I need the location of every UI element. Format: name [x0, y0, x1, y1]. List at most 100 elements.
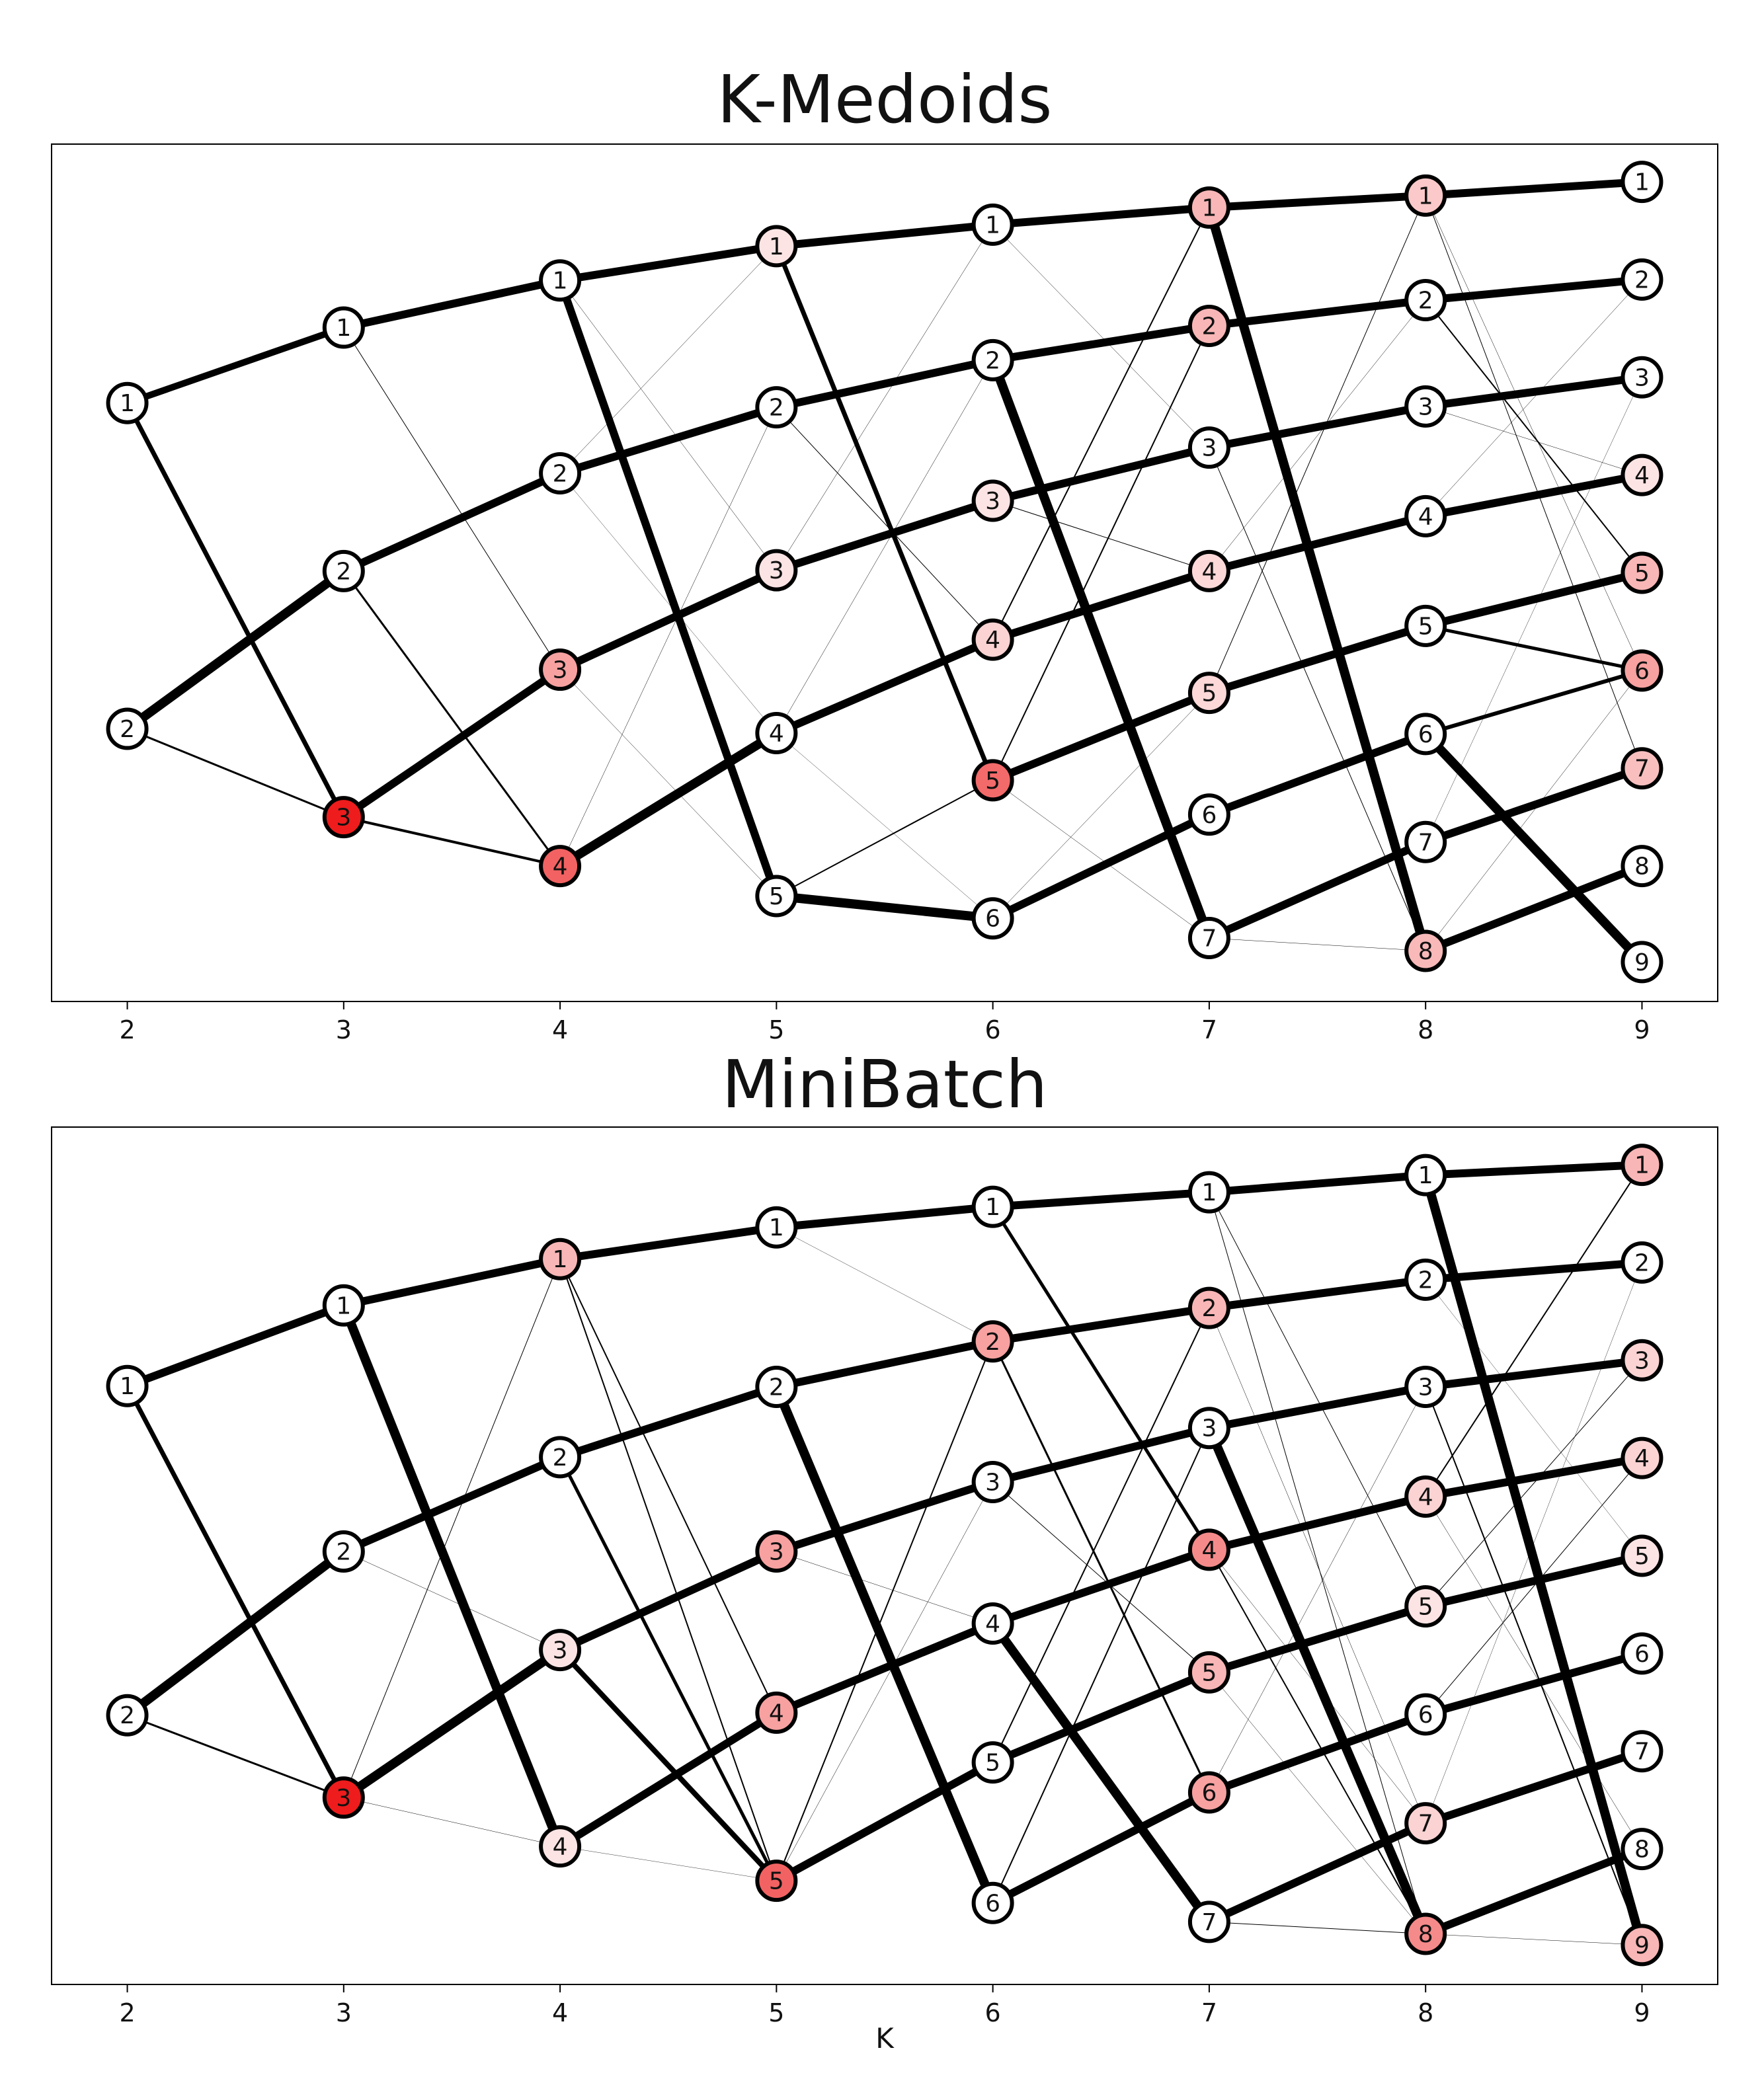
edge [992, 1424, 1211, 1486]
x-tick-label: 4 [552, 1015, 568, 1044]
cluster-node [971, 479, 1014, 522]
edge [776, 891, 994, 923]
edge [1207, 730, 1427, 818]
cluster-node-label: 6 [1418, 1702, 1433, 1729]
cluster-node [755, 1691, 798, 1734]
cluster-node [1404, 174, 1447, 217]
edge [1425, 1454, 1643, 1501]
cluster-node-label: 3 [1418, 393, 1433, 420]
cluster-node-label: 5 [769, 1868, 784, 1895]
edge [991, 567, 1211, 644]
edge [776, 732, 993, 919]
cluster-node-label: 2 [985, 1329, 1000, 1356]
edge [343, 1797, 561, 1847]
cluster-node-label: 5 [1201, 1659, 1217, 1686]
edge [1424, 764, 1644, 846]
edge [559, 407, 777, 867]
cluster-node-label: 1 [120, 1373, 135, 1400]
edge [992, 780, 1210, 939]
cluster-node [1621, 1534, 1664, 1577]
x-axis-label: K [875, 2022, 895, 2055]
edge [558, 1648, 779, 1883]
edge [125, 1385, 346, 1799]
cluster-node [1404, 279, 1447, 322]
cluster-node-label: 2 [769, 395, 784, 422]
edge [1425, 195, 1642, 769]
edge [1209, 1549, 1427, 1934]
cluster-node [1404, 929, 1447, 972]
cluster-node [1621, 747, 1664, 790]
edge [1209, 447, 1426, 951]
cluster-node-label: 4 [769, 1700, 784, 1727]
edge [1209, 1921, 1426, 1934]
cluster-node-label: 6 [1634, 1641, 1650, 1668]
cluster-node [755, 875, 798, 918]
edge [343, 1551, 561, 1651]
cluster-node [1404, 494, 1447, 537]
edge [341, 666, 563, 821]
x-tick-label: 8 [1418, 1998, 1433, 2027]
cluster-node [1621, 161, 1664, 204]
cluster-node-label: 1 [985, 1194, 1000, 1221]
cluster-node [322, 1776, 365, 1819]
cluster-node [1404, 1475, 1447, 1518]
edge [776, 1551, 993, 1624]
cluster-node [1621, 1632, 1664, 1675]
cluster-node-label: 4 [553, 1834, 568, 1861]
edge [1209, 1171, 1426, 1196]
cluster-node [1187, 1528, 1230, 1571]
cluster-node [971, 203, 1014, 246]
cluster-node-label: 1 [553, 1246, 568, 1273]
cluster-node-label: 2 [985, 347, 1000, 374]
cluster-node [971, 897, 1014, 940]
cluster-node [1404, 1802, 1447, 1845]
cluster-node-label: 2 [1201, 1295, 1217, 1322]
edge [343, 1259, 561, 1798]
cluster-node [1404, 820, 1447, 863]
edge [1425, 1356, 1643, 1391]
edge [560, 1846, 777, 1881]
edge [990, 1789, 1211, 1907]
edge [124, 1548, 347, 1719]
chart-panel-minibatch: 2 3 4 5 6 7 8 9 1 2 1 2 3 1 2 3 4 1 2 3 4 5 1 2 3 4 5 6 1 2 3 4 5 6 7 1 2 3 4 5… [51, 1126, 1718, 2027]
cluster-node [106, 1364, 149, 1407]
edge [1207, 1819, 1427, 1926]
cluster-node [1187, 186, 1230, 229]
x-tick-label: 3 [336, 1998, 352, 2027]
nodes: 1 2 1 2 3 1 2 3 4 1 2 3 4 5 1 2 3 4 5 6 1 2 3 4 5 6 7 1 2 3 4 5 6 7 8 1 2 3 4 5… [106, 161, 1664, 984]
edge [992, 203, 1210, 229]
cluster-node-label: 3 [553, 657, 568, 684]
cluster-node-label: 2 [336, 1539, 351, 1566]
edge [1425, 624, 1642, 672]
cluster-node [1187, 1651, 1230, 1694]
cluster-node [539, 1237, 582, 1280]
cluster-node-label: 4 [985, 627, 1000, 654]
cluster-node-label: 7 [1418, 1811, 1433, 1838]
cluster-node-label: 2 [1418, 288, 1433, 315]
cluster-node-label: 5 [985, 1750, 1000, 1777]
cluster-node-label: 5 [769, 883, 784, 910]
cluster-node-label: 2 [1634, 1249, 1650, 1276]
edge [1425, 178, 1642, 200]
cluster-node [106, 1694, 149, 1737]
cluster-node-label: 1 [1418, 182, 1433, 210]
edge [1425, 1458, 1642, 1715]
cluster-node-label: 8 [1418, 1921, 1433, 1948]
cluster-node [1404, 604, 1447, 647]
cluster-node [1621, 453, 1664, 496]
edge [776, 1341, 994, 1881]
edge [992, 325, 1210, 781]
x-tick-label: 9 [1634, 1015, 1650, 1044]
edge [559, 1259, 778, 1713]
edge [559, 246, 777, 474]
cluster-node [1187, 1901, 1230, 1943]
edge [992, 224, 1210, 448]
cluster-node [1187, 672, 1230, 715]
edge [1208, 622, 1427, 697]
edge [124, 567, 346, 733]
edge [992, 1304, 1210, 1346]
cluster-node [971, 1741, 1014, 1784]
edge [1423, 1845, 1644, 1938]
edge [1209, 299, 1426, 572]
edge [992, 1481, 1210, 1673]
